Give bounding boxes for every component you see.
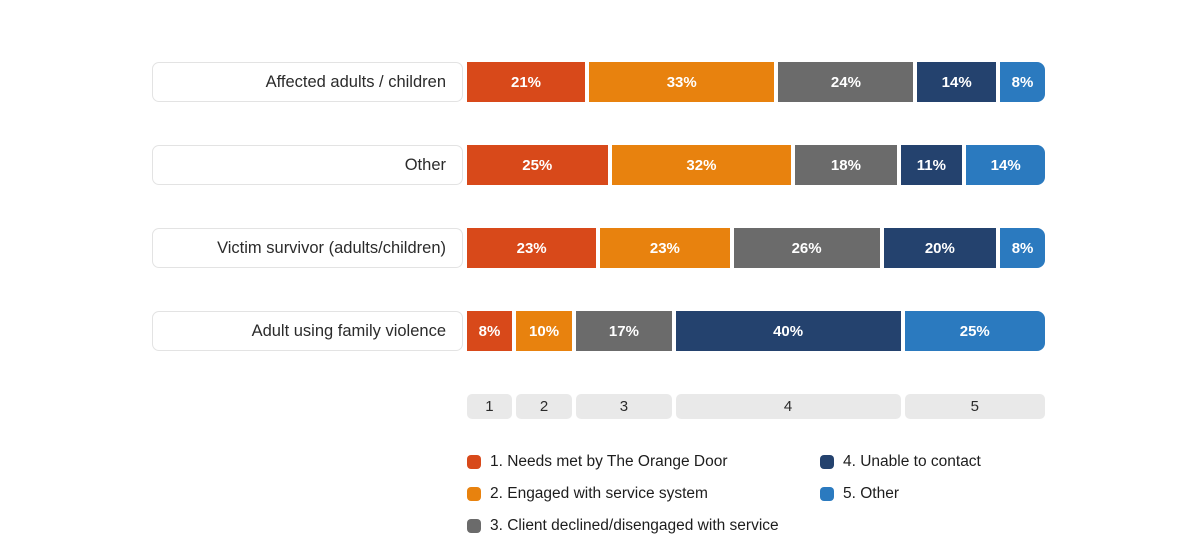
bar-segment: 8% [467,311,512,351]
legend-swatch [467,487,481,501]
bar-segment: 24% [778,62,914,102]
category-label: Other [152,145,463,185]
legend-item: 2. Engaged with service system [467,485,820,503]
axis-tick: 5 [904,394,1045,419]
bar-segment: 23% [467,228,597,268]
bar-segment: 8% [1000,228,1046,268]
bar-segment: 40% [675,311,901,351]
axis-tick: 3 [576,394,672,419]
bar-row: Victim survivor (adults/children) 23% 23… [152,228,1046,268]
axis-tick: 1 [467,394,512,419]
axis-tick: 4 [675,394,901,419]
axis-tick: 2 [515,394,573,419]
bar-segment: 17% [576,311,672,351]
bar-segment: 25% [467,145,608,185]
bar-row: Other 25% 32% 18% 11% 14% [152,145,1045,185]
bar-segment: 23% [600,228,730,268]
legend-label: 5. Other [843,485,899,502]
bar-segment: 33% [589,62,775,102]
bar-segment: 10% [515,311,573,351]
legend-swatch [467,455,481,469]
legend-swatch [820,455,834,469]
bar-segment: 18% [795,145,897,185]
bar-row: Adult using family violence 8% 10% 17% 4… [152,311,1045,351]
bar-segment: 14% [917,62,997,102]
category-label: Victim survivor (adults/children) [152,228,463,268]
legend-swatch [820,487,834,501]
bar-segment: 8% [1000,62,1045,102]
legend: 1. Needs met by The Orange Door 2. Engag… [467,453,1067,535]
bar-segment: 20% [883,228,997,268]
legend-item: 3. Client declined/disengaged with servi… [467,517,820,535]
legend-label: 4. Unable to contact [843,453,981,470]
bar-track: 21% 33% 24% 14% 8% [467,62,1045,102]
category-label: Affected adults / children [152,62,463,102]
bar-segment: 14% [966,145,1045,185]
legend-item: 5. Other [820,485,1067,503]
bar-track: 25% 32% 18% 11% 14% [467,145,1045,185]
bar-segment: 32% [611,145,792,185]
legend-swatch [467,519,481,533]
x-axis: 1 2 3 4 5 [467,394,1045,419]
bar-track: 8% 10% 17% 40% 25% [467,311,1045,351]
bar-segment: 25% [904,311,1045,351]
category-label: Adult using family violence [152,311,463,351]
stacked-bar-chart: Affected adults / children 21% 33% 24% 1… [152,62,1067,535]
legend-item: 4. Unable to contact [820,453,1067,471]
legend-label: 1. Needs met by The Orange Door [490,453,728,470]
bar-row: Affected adults / children 21% 33% 24% 1… [152,62,1045,102]
legend-label: 3. Client declined/disengaged with servi… [490,517,779,534]
legend-item: 1. Needs met by The Orange Door [467,453,820,471]
bar-track: 23% 23% 26% 20% 8% [467,228,1046,268]
bar-segment: 21% [467,62,586,102]
bar-segment: 26% [733,228,880,268]
legend-label: 2. Engaged with service system [490,485,708,502]
bar-segment: 11% [900,145,963,185]
